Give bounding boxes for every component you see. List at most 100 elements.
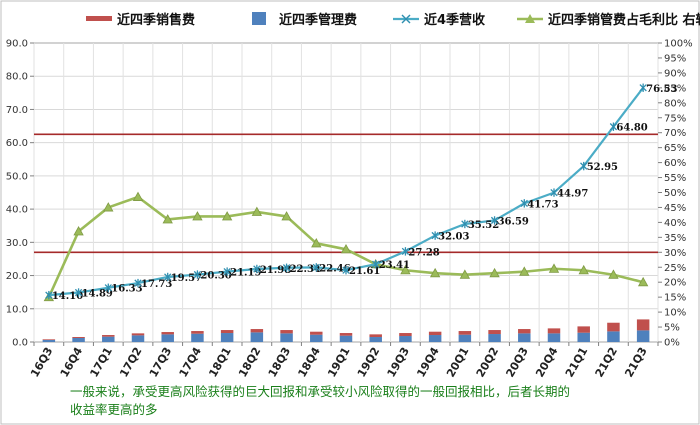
bar-sales-fee [428,331,442,336]
left-axis-tick-label: 10.0 [6,304,28,315]
bar-management-fee [161,334,174,342]
right-axis-tick-label: 55% [664,173,686,184]
bar-sales-fee [547,328,561,334]
bar-sales-fee [161,332,174,335]
bar-management-fee [369,337,382,342]
legend-marker-revenue [401,14,411,24]
marker-expense-ratio [608,269,619,279]
bar-sales-fee [488,330,501,335]
bar-series [42,319,650,342]
bar-sales-fee [280,330,293,334]
right-axis-tick-label: 50% [664,188,686,199]
left-axis-tick-label: 40.0 [6,205,28,216]
right-axis-tick-label: 30% [664,248,686,259]
right-axis-tick-label: 10% [664,308,686,319]
bar-sales-fee [191,331,204,334]
bar-sales-fee [339,333,353,336]
marker-expense-ratio [221,211,233,221]
marker-expense-ratio [429,267,441,278]
line-series: 14.1014.8916.3317.7319.5720.3021.1921.98… [43,83,677,302]
right-axis-tick-label: 25% [664,263,686,274]
left-axis-tick-label: 60.0 [6,138,28,149]
right-axis-tick-label: 85% [664,83,686,94]
marker-expense-ratio [489,267,500,278]
right-axis-tick-label: 60% [664,158,686,169]
bar-management-fee [488,334,501,342]
marker-expense-ratio [132,191,144,201]
bar-sales-fee [250,329,264,333]
bar-management-fee [428,335,442,342]
data-label-revenue: 16.33 [111,284,142,295]
bar-sales-fee [131,333,145,336]
bar-management-fee [250,332,264,342]
marker-expense-ratio [192,211,203,221]
bar-management-fee [42,340,56,342]
legend-label: 近四季销售费 [117,12,195,28]
data-label-revenue: 21.19 [230,268,261,279]
marker-expense-ratio [251,206,263,216]
marker-expense-ratio [548,263,560,273]
bar-management-fee [547,333,561,342]
legend-label: 近四季管理费 [279,12,357,28]
marker-expense-ratio [162,214,173,224]
right-axis-tick-label: 95% [664,53,686,64]
bar-sales-fee [310,331,323,335]
right-axis: 0% 5% 10% 15% 20% 25% 30% 35% 40% 45% 50% 55% 60% 65%… [658,39,693,349]
right-axis-tick-label: 0% [664,338,680,349]
bar-management-fee [72,338,85,342]
bar-management-fee [399,336,412,342]
data-label-revenue: 32.03 [438,232,469,243]
bar-management-fee [518,333,531,342]
bar-sales-fee [577,326,590,333]
bar-management-fee [607,331,620,342]
data-label-revenue: 14.89 [82,289,113,300]
right-axis-tick-label: 45% [664,203,686,214]
left-axis-tick-label: 0.0 [12,338,28,349]
bar-management-fee [102,336,115,342]
right-axis-tick-label: 5% [664,323,680,334]
marker-expense-ratio [459,269,471,279]
left-axis-tick-label: 30.0 [6,238,28,249]
bar-sales-fee [607,322,620,332]
left-axis: 0.0 10.0 20.0 30.0 40.0 50.0 60.0 70.0 80.0 90.0 [6,39,34,349]
data-label-revenue: 23.41 [379,260,410,271]
data-label-revenue: 21.61 [349,266,380,277]
bar-management-fee [577,332,590,342]
data-label-revenue: 17.73 [141,279,172,290]
bar-sales-fee [42,339,56,341]
marker-expense-ratio [103,202,114,212]
bar-management-fee [458,334,472,342]
legend-label: 近4季营收 [424,12,486,28]
bar-management-fee [280,333,293,342]
data-label-revenue: 27.28 [408,247,439,258]
legend-label: 近四季销管费占毛利比 右轴 [548,12,700,28]
right-axis-tick-label: 20% [664,278,686,289]
bar-management-fee [339,335,353,342]
data-label-revenue: 14.10 [52,291,83,302]
marker-expense-ratio [578,264,589,275]
bar-management-fee [191,333,204,342]
bar-management-fee [310,334,323,342]
right-axis-tick-label: 40% [664,218,686,229]
gridlines [33,42,659,343]
legend-marker-expense-ratio [525,14,535,23]
data-label-revenue: 41.73 [527,199,558,210]
bar-management-fee [220,333,234,342]
bar-sales-fee [72,337,85,339]
left-axis-tick-label: 50.0 [6,171,28,182]
data-label-revenue: 52.95 [587,162,618,173]
left-axis-tick-label: 20.0 [6,271,28,282]
right-axis-tick-label: 70% [664,128,686,139]
data-label-revenue: 21.98 [260,265,291,276]
marker-expense-ratio [519,266,530,276]
bar-sales-fee [458,331,472,335]
marker-expense-ratio [400,264,411,275]
marker-expense-ratio [637,276,649,287]
right-axis-tick-label: 80% [664,98,686,109]
data-label-revenue: 19.57 [171,273,202,284]
data-label-revenue: 22.46 [319,263,350,274]
